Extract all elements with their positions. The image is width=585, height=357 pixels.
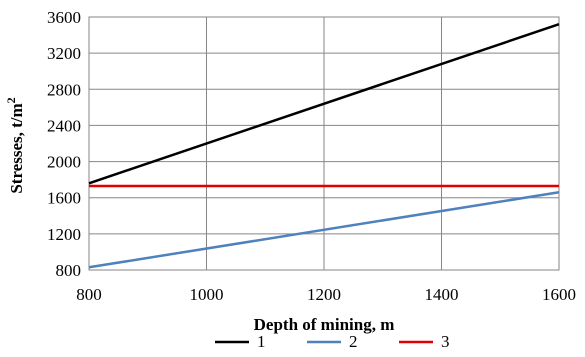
series-line-1	[88, 23, 560, 185]
y-tick-label: 1200	[47, 225, 81, 244]
y-axis-label-superscript: 2	[4, 97, 18, 103]
y-axis-label-text: Stresses, t/m	[7, 103, 26, 193]
y-tick-label: 2800	[47, 80, 81, 99]
grid-lines	[88, 16, 560, 271]
x-tick-labels: 800 1000 1200 1400 1600	[76, 285, 576, 304]
legend-label-3: 3	[441, 332, 450, 351]
plot-frame	[88, 16, 560, 271]
x-tick-label: 1600	[542, 285, 576, 304]
x-tick-label: 800	[76, 285, 102, 304]
x-tick-label: 1200	[307, 285, 341, 304]
x-tick-label: 1000	[190, 285, 224, 304]
y-tick-label: 2400	[47, 116, 81, 135]
legend: 1 2 3	[215, 332, 450, 351]
y-tick-label: 1600	[47, 189, 81, 208]
series-layer	[88, 23, 560, 269]
y-tick-labels: 800 1200 1600 2000 2400 2800 3200 3600	[47, 8, 81, 280]
y-tick-label: 3600	[47, 8, 81, 27]
y-tick-label: 2000	[47, 153, 81, 172]
legend-label-2: 2	[349, 332, 358, 351]
y-tick-label: 800	[56, 261, 82, 280]
y-tick-label: 3200	[47, 44, 81, 63]
series-line-2	[88, 191, 560, 269]
x-tick-label: 1400	[425, 285, 459, 304]
y-axis-label: Stresses, t/m2	[4, 97, 26, 193]
x-axis-label: Depth of mining, m	[254, 315, 395, 334]
legend-label-1: 1	[257, 332, 266, 351]
